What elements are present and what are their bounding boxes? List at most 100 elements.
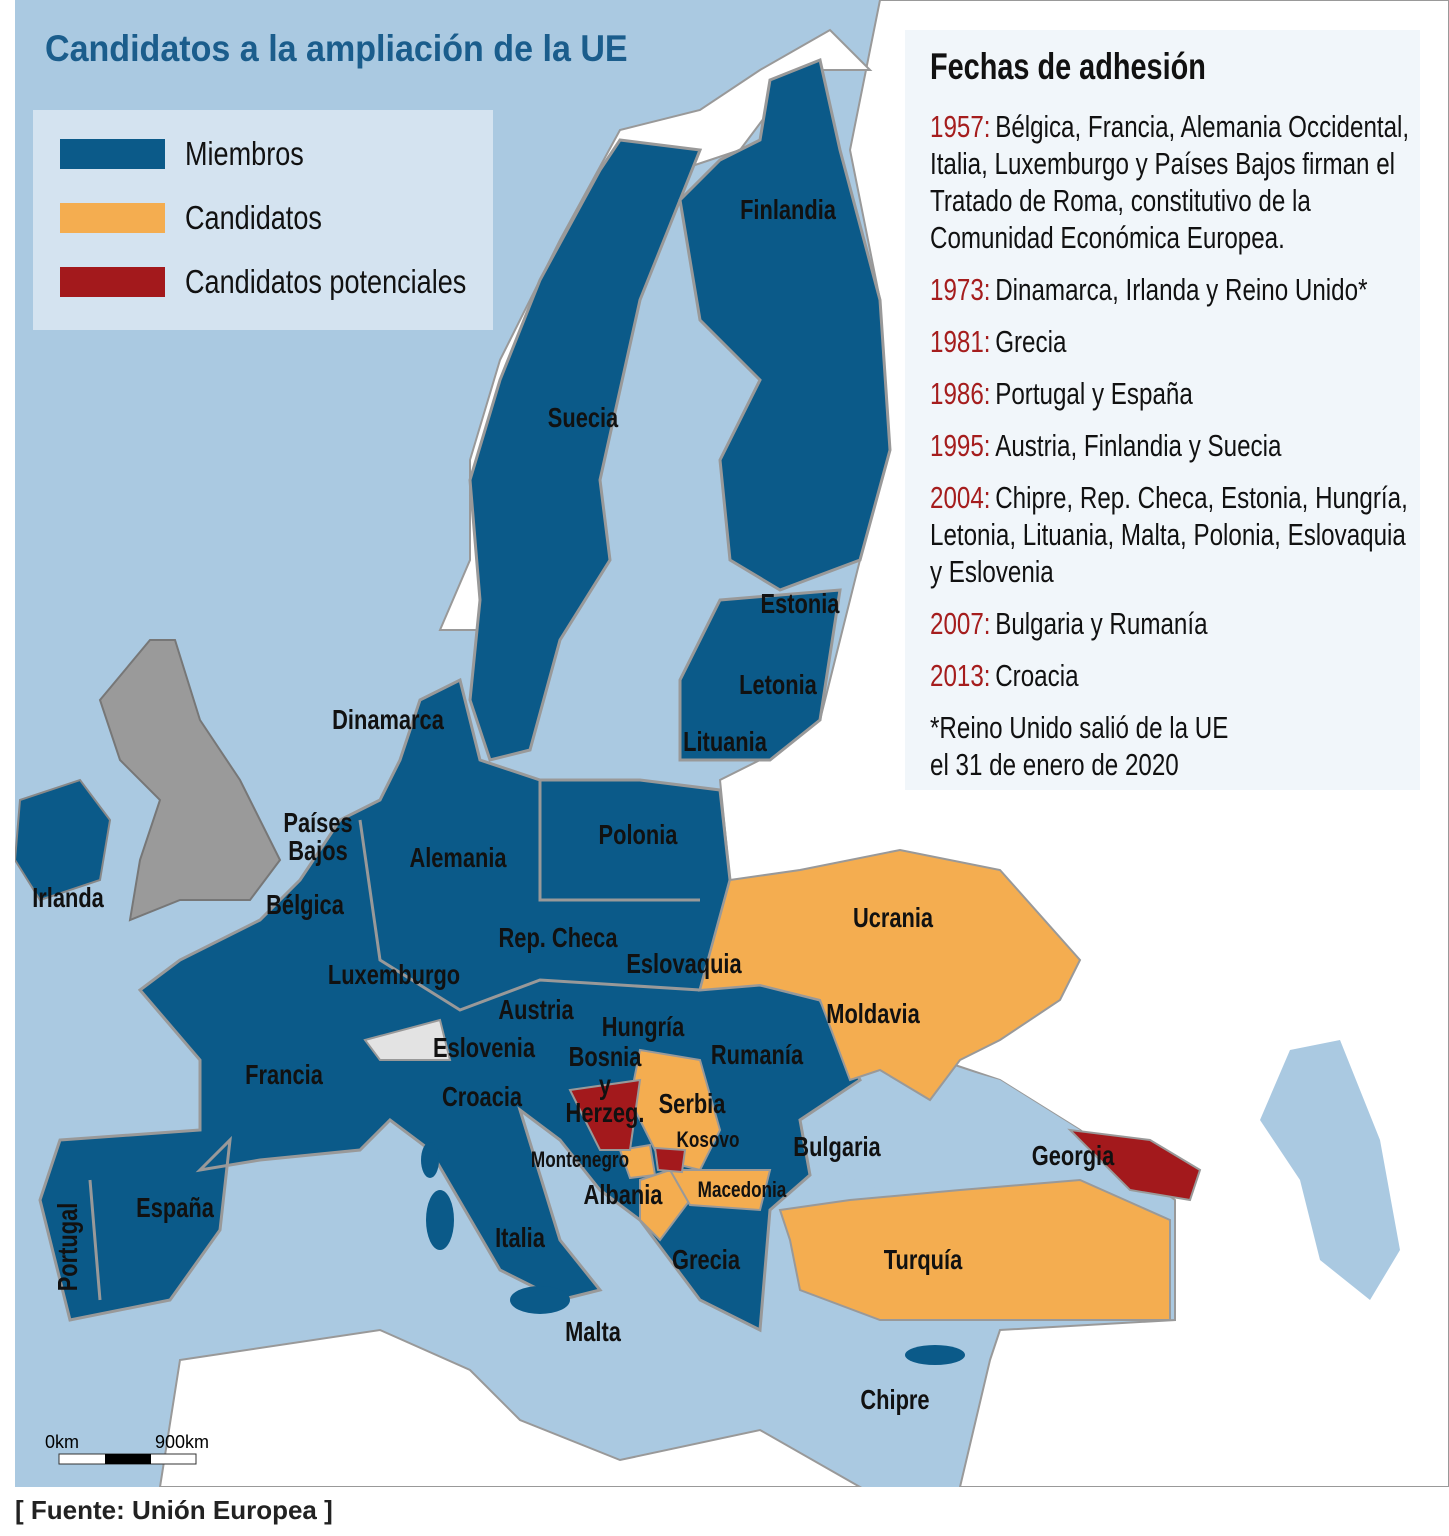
turkey [778, 1178, 1171, 1321]
entry-text: Bulgaria y Rumanía [995, 606, 1208, 641]
label-moldavia: Moldavia [826, 998, 920, 1029]
label-albania: Albania [583, 1179, 663, 1210]
scale-start: 0km [45, 1432, 79, 1452]
label-eslovaquia: Eslovaquia [626, 948, 742, 979]
label-italia: Italia [495, 1222, 545, 1253]
cyprus [905, 1345, 965, 1365]
scale-end: 900km [155, 1432, 209, 1452]
label-macedonia: Macedonia [697, 1177, 787, 1202]
label-belgica: Bélgica [266, 889, 344, 920]
entry-year: 1957: [930, 109, 991, 144]
label-espana: España [136, 1192, 214, 1223]
north-africa [158, 1328, 863, 1487]
label-bosnia: Bosnia y Herzeg. [565, 1041, 645, 1128]
entry: 1986: Portugal y España [930, 375, 1414, 412]
label-croacia: Croacia [441, 1081, 523, 1112]
entry-text: Bélgica, Francia, Alemania Occidental, I… [930, 109, 1410, 255]
borders [88, 1179, 102, 1301]
label-alemania: Alemania [409, 842, 507, 873]
label-rep-checa: Rep. Checa [498, 922, 618, 953]
label-dinamarca: Dinamarca [332, 704, 444, 735]
entry: 1995: Austria, Finlandia y Suecia [930, 427, 1414, 464]
legend: Miembros Candidatos Candidatos potencial… [33, 110, 493, 330]
kosovo [653, 1146, 687, 1174]
legend-item-members: Miembros [60, 135, 330, 173]
label-polonia: Polonia [598, 819, 678, 850]
label-kosovo: Kosovo [676, 1127, 740, 1152]
label-irlanda: Irlanda [32, 882, 104, 913]
sweden [468, 138, 703, 762]
entry: 1981: Grecia [930, 323, 1414, 360]
entry: 1957: Bélgica, Francia, Alemania Occident… [930, 108, 1414, 256]
accession-entries: 1957: Bélgica, Francia, Alemania Occident… [930, 108, 1414, 783]
borders [538, 780, 700, 902]
entry: 1973: Dinamarca, Irlanda y Reino Unido* [930, 271, 1414, 308]
label-letonia: Letonia [739, 669, 817, 700]
label-bulgaria: Bulgaria [793, 1131, 881, 1162]
entry-year: 1995: [930, 428, 991, 463]
bosnia [568, 1078, 642, 1151]
label-rumania: Rumanía [710, 1039, 804, 1070]
entry-year: 1986: [930, 376, 991, 411]
legend-item-candidates: Candidatos [60, 199, 352, 237]
label-portugal: Portugal [52, 1202, 83, 1292]
sicily [510, 1286, 570, 1314]
entry-text: Austria, Finlandia y Suecia [995, 428, 1282, 463]
legend-swatch [60, 267, 165, 297]
finland [678, 57, 892, 592]
label-hungria: Hungría [601, 1011, 685, 1042]
switzerland [363, 1018, 452, 1061]
label-turquia: Turquía [883, 1244, 963, 1275]
panel-heading: Fechas de adhesión [930, 46, 1206, 87]
label-chipre: Chipre [860, 1384, 930, 1415]
baltics [678, 588, 842, 762]
label-francia: Francia [245, 1059, 323, 1090]
label-lituania: Lituania [683, 726, 767, 757]
entry-year: 1973: [930, 272, 991, 307]
label-montenegro: Montenegro [530, 1147, 630, 1172]
ukraine-moldova [698, 848, 1082, 1102]
legend-label: Candidatos potenciales [185, 263, 467, 300]
scale-bar: 0km 900km [45, 1430, 215, 1475]
uk-note: *Reino Unido salió de la UE el 31 de ene… [930, 710, 1229, 782]
entry-text: Portugal y España [995, 376, 1193, 411]
label-paises-bajos: Países Bajos [283, 807, 353, 866]
entry-text: Dinamarca, Irlanda y Reino Unido* [995, 272, 1368, 307]
label-eslovenia: Eslovenia [433, 1032, 535, 1063]
label-finlandia: Finlandia [740, 194, 836, 225]
borders [358, 819, 701, 1012]
georgia [1067, 1128, 1202, 1202]
entry-year: 1981: [930, 324, 991, 359]
black-sea [810, 1060, 1100, 1195]
entry-text: Grecia [995, 324, 1067, 359]
scale-bar-graphic: 0km 900km [45, 1432, 209, 1465]
label-luxemburgo: Luxemburgo [327, 959, 461, 990]
entry: 2007: Bulgaria y Rumanía [930, 605, 1414, 642]
legend-label: Candidatos [185, 199, 322, 236]
entry-text: Croacia [995, 658, 1079, 693]
entry-year: 2013: [930, 658, 991, 693]
label-ucrania: Ucrania [852, 902, 934, 933]
label-austria: Austria [498, 994, 574, 1025]
entry-year: 2004: [930, 480, 991, 515]
accession-dates-panel: Fechas de adhesión 1957: Bélgica, Francia… [905, 30, 1420, 790]
entry-year: 2007: [930, 606, 991, 641]
label-suecia: Suecia [547, 402, 619, 433]
label-malta: Malta [565, 1316, 621, 1347]
legend-swatch [60, 139, 165, 169]
sardinia [426, 1190, 454, 1250]
montenegro [618, 1143, 657, 1180]
corsica [421, 1142, 439, 1178]
label-georgia: Georgia [1031, 1140, 1115, 1171]
caspian-sea [1260, 1040, 1400, 1300]
ireland [15, 778, 112, 902]
entry: 2004: Chipre, Rep. Checa, Estonia, Hungrí… [930, 479, 1414, 590]
legend-label: Miembros [185, 135, 304, 172]
legend-swatch [60, 203, 165, 233]
map-title: Candidatos a la ampliación de la UE [45, 28, 628, 69]
entry: 2013: Croacia [930, 657, 1414, 694]
united-kingdom [98, 639, 282, 922]
macedonia [668, 1169, 772, 1212]
label-grecia: Grecia [672, 1244, 740, 1275]
entry-text: Chipre, Rep. Checa, Estonia, Hungría, Le… [930, 480, 1408, 589]
